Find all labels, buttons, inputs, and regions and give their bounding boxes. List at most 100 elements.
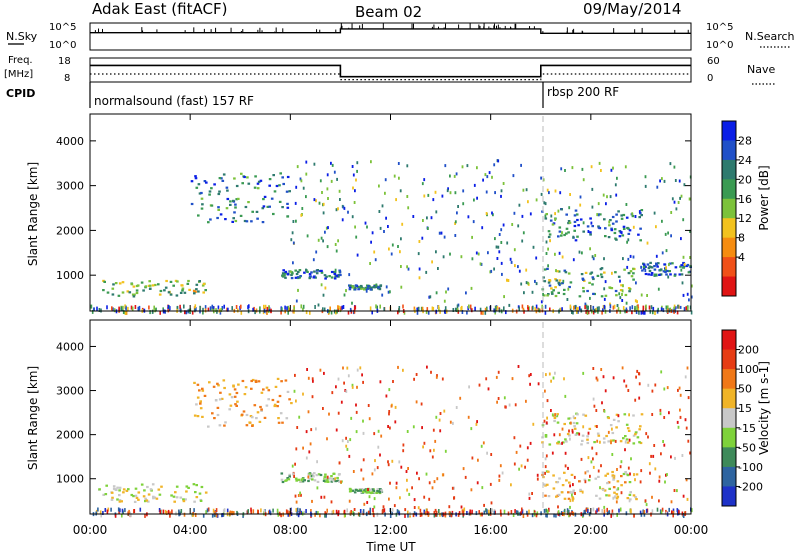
echo-cell bbox=[231, 306, 233, 311]
echo-cell bbox=[167, 291, 171, 294]
echo-cell bbox=[610, 441, 612, 445]
echo-cell bbox=[399, 250, 401, 254]
echo-cell bbox=[376, 466, 379, 470]
echo-cell bbox=[611, 474, 615, 477]
echo-cell bbox=[254, 175, 257, 178]
echo-cell bbox=[596, 274, 600, 277]
echo-cell bbox=[312, 475, 315, 478]
echo-cell bbox=[405, 470, 408, 473]
echo-cell bbox=[634, 496, 637, 499]
echo-cell bbox=[536, 477, 539, 481]
echo-cell bbox=[603, 489, 607, 492]
echo-cell bbox=[638, 310, 640, 315]
echo-cell bbox=[264, 304, 267, 309]
echo-cell bbox=[532, 422, 535, 426]
echo-cell bbox=[359, 489, 363, 492]
echo-cell bbox=[394, 420, 397, 424]
colorbar-tick-label: 12 bbox=[738, 212, 752, 225]
echo-cell bbox=[192, 513, 194, 517]
echo-cell bbox=[606, 482, 609, 485]
echo-cell bbox=[634, 215, 637, 218]
echo-cell bbox=[433, 448, 435, 452]
echo-cell bbox=[439, 429, 442, 433]
echo-cell bbox=[385, 394, 388, 398]
echo-cell bbox=[354, 286, 357, 289]
echo-cell bbox=[611, 509, 614, 514]
echo-cell bbox=[634, 308, 636, 313]
echo-cell bbox=[299, 480, 303, 483]
echo-cell bbox=[344, 389, 347, 392]
echo-cell bbox=[622, 213, 626, 217]
echo-cell bbox=[428, 481, 431, 485]
echo-cell bbox=[348, 284, 352, 287]
echo-cell bbox=[260, 391, 264, 394]
echo-cell bbox=[619, 507, 622, 512]
echo-cell bbox=[503, 509, 506, 514]
echo-cell bbox=[167, 509, 170, 514]
echo-cell bbox=[548, 191, 550, 195]
echo-cell bbox=[579, 195, 582, 199]
echo-cell bbox=[549, 239, 551, 243]
echo-cell bbox=[360, 468, 363, 472]
echo-cell bbox=[437, 305, 440, 310]
echo-cell bbox=[305, 310, 308, 315]
echo-cell bbox=[673, 274, 677, 277]
echo-cell bbox=[586, 289, 589, 293]
echo-cell bbox=[360, 491, 364, 494]
echo-cell bbox=[513, 248, 516, 252]
echo-cell bbox=[229, 203, 232, 206]
cpid-mode-1: normalsound (fast) 157 RF bbox=[94, 94, 254, 108]
echo-cell bbox=[568, 434, 571, 437]
echo-cell bbox=[204, 491, 208, 494]
echo-cell bbox=[364, 221, 367, 225]
echo-cell bbox=[322, 202, 325, 206]
echo-cell bbox=[612, 166, 614, 170]
echo-cell bbox=[560, 208, 563, 211]
echo-cell bbox=[233, 177, 236, 180]
echo-cell bbox=[604, 389, 607, 393]
echo-cell bbox=[302, 304, 305, 309]
power-cbar-label: Power [dB] bbox=[757, 165, 771, 230]
echo-cell bbox=[563, 471, 566, 474]
echo-cell bbox=[281, 274, 285, 277]
echo-cell bbox=[181, 284, 184, 287]
y-tick-label: 2000 bbox=[56, 224, 84, 237]
echo-cell bbox=[592, 457, 594, 461]
echo-cell bbox=[624, 448, 626, 452]
echo-cell bbox=[322, 239, 324, 243]
echo-cell bbox=[441, 377, 444, 381]
echo-cell bbox=[318, 269, 322, 273]
echo-cell bbox=[648, 462, 651, 466]
echo-cell bbox=[207, 507, 210, 512]
echo-cell bbox=[646, 263, 650, 266]
echo-cell bbox=[447, 187, 449, 191]
echo-cell bbox=[548, 233, 552, 236]
echo-cell bbox=[393, 504, 396, 508]
echo-cell bbox=[295, 399, 297, 403]
echo-cell bbox=[582, 230, 585, 233]
echo-cell bbox=[589, 296, 591, 300]
echo-cell bbox=[212, 385, 216, 388]
echo-cell bbox=[679, 196, 681, 200]
echo-cell bbox=[353, 306, 356, 311]
echo-cell bbox=[567, 510, 569, 515]
echo-cell bbox=[515, 510, 518, 515]
echo-cell bbox=[670, 455, 672, 459]
echo-cell bbox=[648, 269, 652, 273]
echo-cell bbox=[430, 216, 433, 220]
echo-cell bbox=[496, 257, 499, 260]
echo-cell bbox=[563, 269, 567, 272]
echo-cell bbox=[164, 286, 168, 289]
echo-cell bbox=[488, 171, 491, 175]
echo-cell bbox=[663, 179, 666, 183]
echo-cell bbox=[164, 309, 166, 314]
echo-cell bbox=[202, 282, 206, 286]
echo-cell bbox=[428, 497, 431, 501]
echo-cell bbox=[337, 207, 339, 211]
echo-cell bbox=[658, 479, 661, 483]
echo-cell bbox=[603, 409, 606, 413]
echo-cell bbox=[450, 513, 453, 518]
echo-cell bbox=[185, 310, 188, 315]
echo-cell bbox=[194, 177, 198, 180]
echo-cell bbox=[122, 305, 124, 310]
